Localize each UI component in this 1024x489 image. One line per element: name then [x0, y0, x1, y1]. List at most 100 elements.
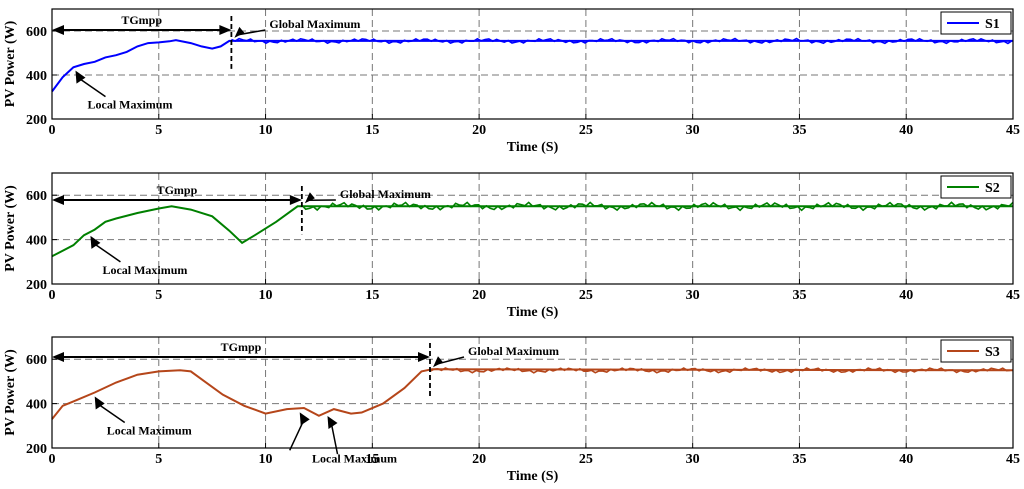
subplot-3: 0 5 10 15 20 25 30 35 40 45 200 400 600 Time (S) PV Po… [3, 336, 1020, 484]
x-tick-label: 0 [49, 123, 56, 138]
axes-frame [51, 8, 1014, 120]
y-tick-label: 600 [26, 353, 47, 368]
x-tick-label: 15 [365, 123, 379, 138]
x-tick-label: 45 [1006, 452, 1020, 467]
local-max-arrow [98, 403, 126, 424]
series-ripple-S2 [301, 201, 1014, 212]
local-max-arrow-head [90, 235, 101, 249]
x-axis-label: Time (S) [507, 469, 559, 484]
x-tick-label: 30 [686, 452, 700, 467]
series-line-S3 [51, 368, 1014, 420]
x-tick-label: 25 [579, 123, 593, 138]
legend-label: S2 [985, 181, 1000, 196]
global-max-arrow-head [432, 356, 443, 368]
x-tick-label: 20 [472, 288, 486, 303]
x-tick-label: 10 [259, 288, 273, 303]
arrow-head-right [289, 195, 302, 205]
series-ripple-S1 [231, 37, 1013, 45]
x-tick-label: 0 [49, 288, 56, 303]
local-max-label: Local Maximum [312, 451, 397, 465]
local-max-label: Local Maximum [87, 98, 172, 112]
x-tick-label: 15 [365, 288, 379, 303]
local-max-arrow-head [299, 412, 310, 426]
x-tick-label: 5 [155, 452, 162, 467]
x-tick-label: 5 [155, 123, 162, 138]
plot-area [52, 337, 1013, 448]
local-max-arrow-head [75, 70, 86, 84]
x-tick-label: 10 [259, 123, 273, 138]
subplot-2: 0 5 10 15 20 25 30 35 40 45 200 400 600 Time (S) PV Po… [3, 172, 1020, 320]
local-max-arrow-head [327, 416, 338, 430]
x-tick-label: 40 [899, 288, 913, 303]
series-ripple-S3 [429, 367, 1011, 374]
arrow-head-left [52, 195, 64, 205]
arrow-head-right [219, 25, 232, 35]
x-tick-label: 40 [899, 452, 913, 467]
x-tick-label: 30 [686, 123, 700, 138]
y-tick-label: 200 [26, 442, 47, 457]
global-max-arrow-head [234, 26, 245, 38]
local-max-arrow-head [94, 396, 105, 410]
x-tick-label: 20 [472, 123, 486, 138]
tgmpp-label: TGmpp [157, 183, 198, 197]
local-max-label: Local Maximum [102, 263, 187, 277]
legend-label: S1 [985, 17, 1000, 32]
local-max-label: Local Maximum [107, 424, 192, 438]
global-max-label: Global Maximum [468, 344, 559, 358]
arrow-head-left [52, 25, 64, 35]
x-axis-label: Time (S) [507, 305, 559, 320]
x-tick-label: 15 [365, 452, 379, 467]
y-axis-label: PV Power (W) [3, 185, 18, 272]
y-tick-label: 200 [26, 113, 47, 128]
x-axis-label: Time (S) [507, 140, 559, 155]
y-tick-label: 600 [26, 25, 47, 40]
global-max-label: Global Maximum [340, 187, 431, 201]
x-tick-label: 5 [155, 288, 162, 303]
legend: S1 [940, 11, 1012, 35]
y-tick-label: 400 [26, 234, 47, 249]
global-max-arrow-head [304, 192, 315, 204]
y-tick-label: 400 [26, 69, 47, 84]
x-tick-label: 30 [686, 288, 700, 303]
x-tick-label: 0 [49, 452, 56, 467]
local-max-arrow [330, 423, 339, 455]
subplot-1: 0 5 10 15 20 25 30 35 40 45 200 400 600 Time (S) PV Po… [3, 8, 1020, 155]
y-axis-label: PV Power (W) [3, 349, 18, 436]
tgmpp-label: TGmpp [221, 340, 262, 354]
series-line-S1 [51, 39, 1013, 93]
y-tick-label: 600 [26, 189, 47, 204]
annotations: TGmpp Global Maximum Local Maximum [52, 13, 360, 112]
x-tick-label: 40 [899, 123, 913, 138]
legend: S3 [940, 339, 1012, 363]
axes-frame [51, 336, 1014, 449]
x-tick-label: 35 [792, 123, 806, 138]
x-tick-label: 45 [1006, 288, 1020, 303]
global-max-arrow [237, 29, 266, 36]
legend-label: S3 [985, 345, 1000, 360]
arrow-head-left [52, 352, 64, 362]
tgmpp-label: TGmpp [121, 13, 162, 27]
x-tick-label: 25 [579, 452, 593, 467]
plot-area [52, 9, 1013, 119]
plot-area [52, 173, 1013, 284]
x-tick-label: 35 [792, 452, 806, 467]
x-tick-label: 35 [792, 288, 806, 303]
local-max-arrow [94, 243, 121, 263]
global-max-label: Global Maximum [269, 17, 360, 31]
series-line-S2 [51, 205, 1013, 258]
annotations: TGmpp Global Maximum Local Maximum [52, 183, 431, 277]
arrow-head-right [417, 352, 430, 362]
local-max-arrow [289, 420, 305, 451]
legend: S2 [940, 175, 1012, 199]
x-tick-label: 10 [259, 452, 273, 467]
y-axis-label: PV Power (W) [3, 20, 18, 107]
x-tick-label: 20 [472, 452, 486, 467]
annotations: TGmpp Global Maximum Local Maximum Local Ma… [52, 340, 559, 465]
x-tick-label: 45 [1006, 123, 1020, 138]
axes-frame [51, 172, 1014, 285]
y-tick-label: 400 [26, 398, 47, 413]
x-tick-label: 25 [579, 288, 593, 303]
local-max-arrow [79, 78, 106, 98]
y-tick-label: 200 [26, 278, 47, 293]
